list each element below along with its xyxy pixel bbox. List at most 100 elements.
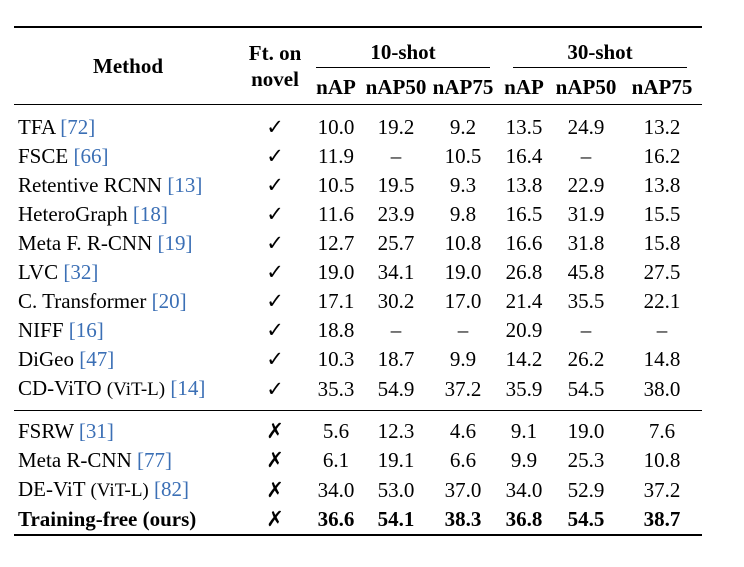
header-nap-30shot: nAP [504, 75, 544, 99]
value-cell: 16.6 [505, 231, 543, 255]
value-cell: 19.0 [567, 419, 605, 443]
citation-link[interactable]: [18] [132, 202, 168, 226]
value-cell: 16.2 [643, 144, 681, 168]
value-cell: 10.0 [308, 104, 364, 142]
value-cell: 35.9 [505, 376, 543, 401]
value-cell: 38.3 [444, 507, 482, 531]
table-row: HeteroGraph [18] ✓ 11.6 23.9 9.8 16.5 31.9 15.5 [14, 200, 702, 229]
results-table-container: Method Ft. on novel 10-shot 30-shot nAP n… [14, 26, 702, 536]
value-cell: 4.6 [449, 419, 477, 443]
table-row: CD-ViTO (ViT-L) [14] ✓ 35.3 54.9 37.2 35.9 54.… [14, 374, 702, 411]
value-cell: 37.2 [643, 477, 681, 502]
table-row: LVC [32] ✓ 19.0 34.1 19.0 26.8 45.8 27.5 [14, 258, 702, 287]
value-cell: 34.0 [317, 477, 355, 502]
citation-link[interactable]: [31] [78, 419, 114, 443]
value-cell: – [457, 318, 469, 342]
value-cell: 19.1 [377, 448, 415, 472]
value-cell: – [390, 318, 402, 342]
check-icon: ✓ [266, 318, 284, 342]
value-cell: 38.7 [643, 507, 681, 531]
table-row: DiGeo [47] ✓ 10.3 18.7 9.9 14.2 26.2 14.8 [14, 345, 702, 374]
method-name: HeteroGraph [18, 202, 128, 226]
value-cell: 14.2 [505, 347, 543, 371]
value-cell: 12.7 [317, 231, 355, 255]
value-cell: 19.5 [377, 173, 415, 197]
value-cell: – [390, 144, 402, 168]
value-cell: 7.6 [648, 419, 676, 443]
value-cell: 11.9 [318, 144, 354, 168]
method-name: Training-free (ours) [18, 507, 197, 531]
method-backbone: (ViT-L) [90, 480, 149, 501]
method-name: LVC [18, 260, 59, 284]
value-cell: 23.9 [377, 202, 415, 226]
citation-link[interactable]: [66] [73, 144, 109, 168]
value-cell: 22.1 [643, 289, 681, 313]
table-row: TFA [72] ✓ 10.0 19.2 9.2 13.5 24.9 13.2 [14, 104, 702, 142]
citation-link[interactable]: [14] [170, 376, 206, 400]
value-cell: 9.3 [449, 173, 477, 197]
method-cell: FSCE [66] [14, 142, 242, 171]
citation-link[interactable]: [82] [154, 477, 189, 501]
check-icon: ✓ [266, 173, 284, 197]
value-cell: 24.9 [550, 104, 622, 142]
method-name: C. Transformer [18, 289, 147, 313]
citation-link[interactable]: [32] [63, 260, 99, 284]
check-icon: ✓ [266, 231, 284, 255]
value-cell: 19.0 [444, 260, 482, 284]
check-icon: ✓ [266, 376, 284, 401]
citation-link[interactable]: [72] [60, 115, 96, 139]
cross-icon: ✗ [266, 507, 284, 531]
value-cell: 15.5 [643, 202, 681, 226]
header-ft-line2: novel [251, 67, 299, 91]
value-cell: 10.8 [643, 448, 681, 472]
table-row: DE-ViT (ViT-L) [82] ✗ 34.0 53.0 37.0 34.0 52.9… [14, 475, 702, 505]
method-cell: CD-ViTO (ViT-L) [14] [14, 374, 242, 411]
citation-link[interactable]: [13] [167, 173, 203, 197]
value-cell: 31.8 [567, 231, 605, 255]
cross-icon: ✗ [266, 448, 284, 472]
value-cell: – [656, 318, 668, 342]
value-cell: 10.5 [444, 144, 482, 168]
check-icon: ✓ [242, 104, 308, 142]
method-cell: Meta F. R-CNN [19] [14, 229, 242, 258]
citation-link[interactable]: [19] [157, 231, 193, 255]
value-cell: 6.1 [322, 448, 350, 472]
header-nap50-10shot: nAP50 [365, 75, 427, 99]
value-cell: 53.0 [377, 477, 415, 502]
value-cell: 18.8 [317, 318, 355, 342]
value-cell: 14.8 [643, 347, 681, 371]
value-cell: 19.0 [317, 260, 355, 284]
value-cell: 17.1 [317, 289, 355, 313]
value-cell: 27.5 [643, 260, 681, 284]
value-cell: 34.1 [377, 260, 415, 284]
value-cell: 37.0 [444, 477, 482, 502]
value-cell: 9.1 [510, 419, 538, 443]
method-backbone: (ViT-L) [106, 379, 166, 400]
check-icon: ✓ [266, 144, 284, 168]
value-cell: 35.5 [567, 289, 605, 313]
method-cell: Training-free (ours) [14, 505, 242, 535]
method-name: NIFF [18, 318, 64, 342]
citation-link[interactable]: [77] [137, 448, 172, 472]
results-table: Method Ft. on novel 10-shot 30-shot nAP n… [14, 26, 702, 536]
method-cell: TFA [72] [14, 104, 242, 142]
value-cell: 37.2 [444, 376, 482, 401]
value-cell: 26.8 [505, 260, 543, 284]
value-cell: 52.9 [567, 477, 605, 502]
value-cell: 6.6 [449, 448, 477, 472]
value-cell: 13.8 [643, 173, 681, 197]
citation-link[interactable]: [20] [151, 289, 187, 313]
value-cell: 38.0 [643, 376, 681, 401]
citation-link[interactable]: [16] [68, 318, 104, 342]
value-cell: 22.9 [567, 173, 605, 197]
value-cell: 9.2 [428, 104, 498, 142]
header-nap75-30shot: nAP75 [631, 75, 693, 99]
citation-link[interactable]: [47] [79, 347, 115, 371]
method-name: Meta R-CNN [18, 448, 132, 472]
value-cell: 16.4 [505, 144, 543, 168]
value-cell: 9.8 [449, 202, 477, 226]
value-cell: 17.0 [444, 289, 482, 313]
value-cell: 35.3 [317, 376, 355, 401]
method-name: DiGeo [18, 347, 74, 371]
check-icon: ✓ [266, 347, 284, 371]
